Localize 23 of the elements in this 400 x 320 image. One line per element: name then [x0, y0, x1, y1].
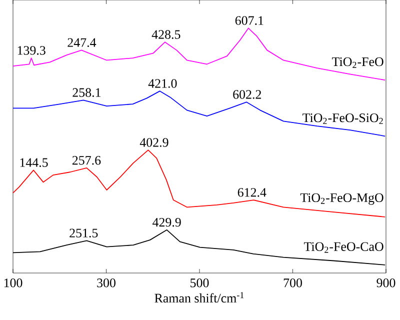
annotation: 258.1	[72, 88, 101, 97]
annotation: 602.2	[233, 90, 262, 99]
x-tick-label: 300	[97, 278, 116, 288]
annotation: 139.3	[18, 46, 46, 55]
series-label: TiO$_{2}$-FeO-MgO	[300, 193, 384, 205]
annotation: 607.1	[235, 16, 264, 25]
x-tick-label: 500	[190, 278, 209, 288]
series-label: TiO$_{2}$-FeO-SiO$_{2}$	[302, 113, 383, 124]
x-tick-label: 100	[4, 278, 22, 288]
series-label: TiO$_{2}$-FeO	[332, 57, 384, 68]
annotation: 612.4	[238, 188, 266, 197]
x-axis-title: Raman shift/cm$^{-1}$	[154, 292, 244, 303]
annotation: 421.0	[148, 79, 177, 88]
annotation: 247.4	[68, 38, 96, 47]
x-tick-label: 900	[376, 278, 396, 288]
annotation: 251.5	[70, 228, 98, 238]
annotation: 402.9	[140, 138, 168, 147]
series-label: TiO$_{2}$-FeO-CaO	[304, 242, 384, 253]
x-tick-label: 700	[284, 278, 302, 288]
annotation: 429.9	[152, 218, 181, 227]
annotation: 428.5	[152, 30, 180, 39]
annotation: 257.6	[72, 156, 101, 165]
annotation: 144.5	[20, 158, 48, 167]
